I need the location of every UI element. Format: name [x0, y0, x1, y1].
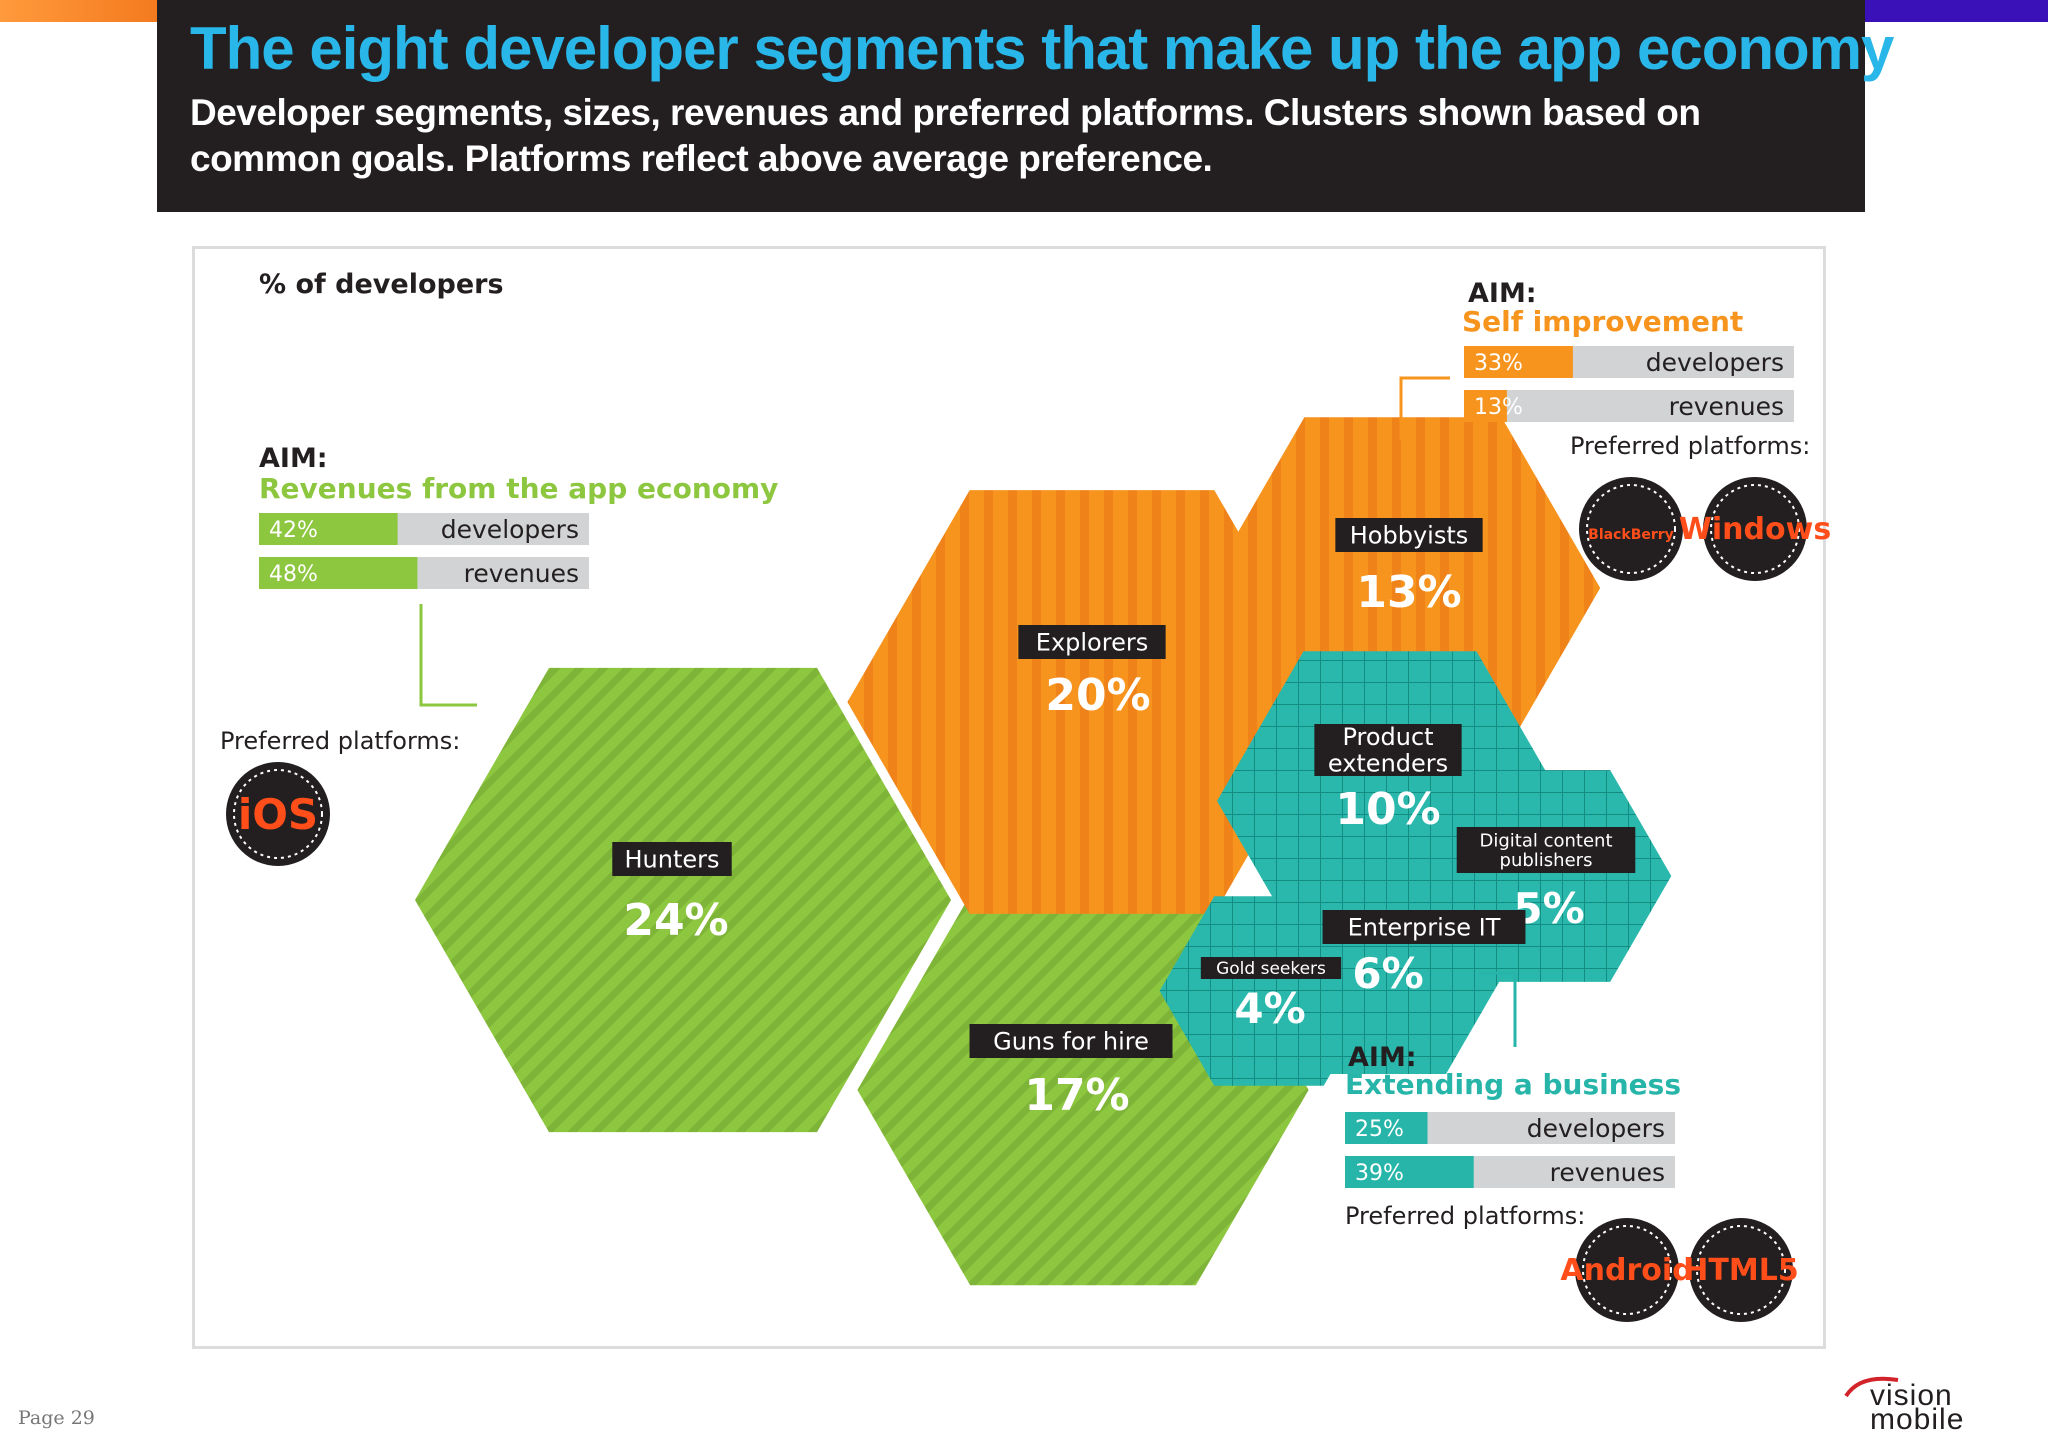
android-icon: Android — [1560, 1253, 1693, 1288]
segment-name: Product — [1342, 723, 1433, 751]
bar-label: revenues — [1550, 1158, 1665, 1187]
bar-value: 33% — [1474, 351, 1523, 376]
platform-badge-windows — [1703, 477, 1807, 581]
bar-label: developers — [1527, 1114, 1665, 1143]
segment-label-box — [612, 842, 732, 876]
segment-value-hunters: 24% — [623, 895, 728, 946]
segment-label-box — [1456, 827, 1636, 873]
windows-icon: Windows — [1679, 512, 1831, 547]
aim-label: AIM: — [1468, 278, 1537, 309]
segment-value-product-extenders: 10% — [1335, 784, 1440, 835]
chart-title: % of developers — [259, 269, 504, 300]
cluster-connector-revenues — [419, 604, 477, 707]
bar-track — [1464, 390, 1794, 422]
cluster-connector-self — [1399, 376, 1450, 440]
bar-fill-business-developers_pct — [1345, 1112, 1428, 1144]
segment-value-gold-seekers: 4% — [1234, 984, 1305, 1033]
top-accent-purple — [1865, 0, 2048, 22]
segment-label-box — [1314, 724, 1462, 776]
aim-goal-business: Extending a business — [1345, 1068, 1681, 1101]
bar-label: developers — [1646, 348, 1784, 377]
platform-badge-blackberry — [1579, 477, 1683, 581]
segment-name: Hunters — [624, 845, 719, 873]
segment-name: Gold seekers — [1216, 959, 1326, 979]
bar-value: 42% — [269, 518, 318, 543]
bar-label: developers — [441, 515, 579, 544]
platform-badge-ring — [1696, 1225, 1786, 1315]
platform-badge-ring — [1586, 484, 1676, 574]
aim-label: AIM: — [1348, 1042, 1417, 1073]
segment-value-enterprise-it: 6% — [1352, 949, 1423, 998]
preferred-platforms-label: Preferred platforms: — [1570, 432, 1810, 460]
bar-fill-revenues-revenues_pct — [259, 557, 418, 589]
bar-value: 13% — [1474, 395, 1523, 420]
segment-name: Digital content — [1479, 830, 1612, 851]
segment-value-guns-for-hire: 17% — [1024, 1070, 1129, 1121]
segment-label-box — [1322, 910, 1526, 944]
blackberry-icon: BlackBerry — [1588, 527, 1674, 543]
aim-goal-revenues: Revenues from the app economy — [259, 472, 778, 505]
platform-badge-ring — [1582, 1225, 1672, 1315]
bar-fill-business-revenues_pct — [1345, 1156, 1474, 1188]
platform-badge-html5 — [1689, 1218, 1793, 1322]
bar-fill-self-developers_pct — [1464, 346, 1573, 378]
preferred-platforms-label: Preferred platforms: — [1345, 1202, 1585, 1230]
segment-label-box — [1200, 957, 1342, 979]
title-banner: The eight developer segments that make u… — [157, 0, 1894, 212]
bar-label: revenues — [1669, 392, 1784, 421]
segment-name: Enterprise IT — [1348, 913, 1501, 941]
platform-badge-ios — [226, 762, 330, 866]
platform-badge-ring — [1710, 484, 1800, 574]
segment-name: Explorers — [1036, 628, 1148, 656]
hexagon-hunters — [415, 667, 951, 1133]
logo-line-1: vision — [1870, 1379, 1953, 1412]
logo-line-2: mobile — [1870, 1403, 1965, 1436]
preferred-platforms-label: Preferred platforms: — [220, 727, 460, 755]
segment-value-explorers: 20% — [1045, 670, 1150, 721]
platform-badge-ring — [233, 769, 323, 859]
bar-fill-revenues-developers_pct — [259, 513, 398, 545]
bar-value: 48% — [269, 562, 318, 587]
page-title: The eight developer segments that make u… — [190, 15, 1894, 82]
chart-frame — [192, 246, 1826, 1349]
aim-goal-self: Self improvement — [1462, 305, 1743, 338]
bar-value: 39% — [1355, 1161, 1404, 1186]
segment-value-hobbyists: 13% — [1356, 567, 1461, 618]
segment-name: Hobbyists — [1350, 521, 1469, 549]
segment-name: Guns for hire — [993, 1027, 1149, 1055]
ios-icon: iOS — [238, 790, 318, 839]
segment-label-box — [1335, 518, 1483, 552]
segment-name: extenders — [1328, 750, 1448, 778]
bar-value: 25% — [1355, 1117, 1404, 1142]
page-subtitle: Developer segments, sizes, revenues and … — [190, 92, 1701, 179]
top-accent-orange — [0, 0, 157, 22]
banner-zigzag-edge — [157, 196, 1865, 212]
segment-label-box — [1018, 625, 1166, 659]
aim-label: AIM: — [259, 443, 328, 474]
page-number: Page 29 — [18, 1407, 95, 1429]
segment-name: publishers — [1500, 850, 1593, 871]
platform-badge-android — [1575, 1218, 1679, 1322]
visionmobile-logo: vision mobile — [1840, 1370, 2000, 1435]
cluster-connector-business — [1479, 971, 1517, 1047]
html5-icon: HTML5 — [1683, 1253, 1798, 1288]
bar-fill-self-revenues_pct — [1464, 390, 1507, 422]
segment-label-box — [969, 1024, 1173, 1058]
bar-label: revenues — [464, 559, 579, 588]
